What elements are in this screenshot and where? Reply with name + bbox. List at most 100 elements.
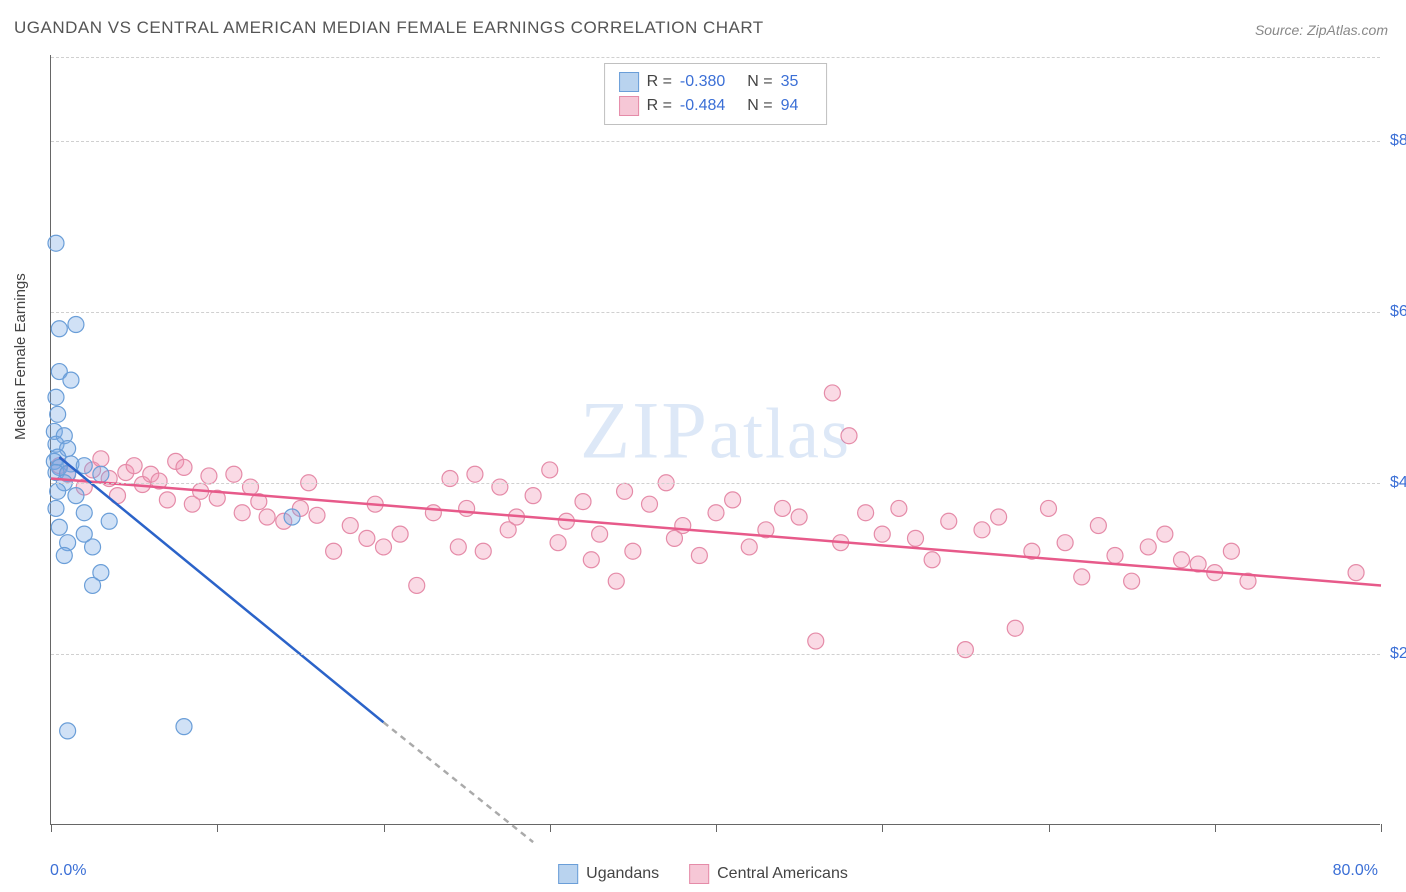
data-point (1157, 526, 1173, 542)
data-point (48, 235, 64, 251)
data-point (550, 535, 566, 551)
data-point (691, 548, 707, 564)
data-point (68, 317, 84, 333)
scatter-plot-svg (51, 55, 1380, 824)
data-point (1140, 539, 1156, 555)
data-point (176, 719, 192, 735)
data-point (459, 500, 475, 516)
data-point (808, 633, 824, 649)
data-point (1007, 620, 1023, 636)
r-value-ugandans: -0.380 (680, 73, 725, 91)
data-point (425, 505, 441, 521)
data-point (542, 462, 558, 478)
data-point (85, 539, 101, 555)
legend-item-central: Central Americans (689, 864, 848, 884)
y-tick-label: $40,000 (1390, 474, 1406, 492)
x-tick (716, 824, 717, 832)
data-point (1041, 500, 1057, 516)
data-point (974, 522, 990, 538)
grid-line (51, 483, 1380, 484)
legend-bottom: Ugandans Central Americans (558, 864, 848, 884)
chart-container: UGANDAN VS CENTRAL AMERICAN MEDIAN FEMAL… (0, 0, 1406, 892)
legend-stats-row-ugandans: R = -0.380 N = 35 (619, 70, 813, 94)
data-point (991, 509, 1007, 525)
data-point (201, 468, 217, 484)
data-point (259, 509, 275, 525)
data-point (775, 500, 791, 516)
data-point (675, 518, 691, 534)
data-point (85, 577, 101, 593)
data-point (51, 321, 67, 337)
data-point (1090, 518, 1106, 534)
x-tick (51, 824, 52, 832)
data-point (874, 526, 890, 542)
data-point (126, 458, 142, 474)
y-tick-label: $80,000 (1390, 132, 1406, 150)
data-point (475, 543, 491, 559)
data-point (1124, 573, 1140, 589)
data-point (824, 385, 840, 401)
swatch-central-icon (689, 864, 709, 884)
data-point (617, 483, 633, 499)
data-point (359, 530, 375, 546)
x-tick (384, 824, 385, 832)
data-point (1107, 548, 1123, 564)
data-point (583, 552, 599, 568)
data-point (234, 505, 250, 521)
data-point (924, 552, 940, 568)
grid-line (51, 57, 1380, 58)
data-point (841, 428, 857, 444)
data-point (791, 509, 807, 525)
n-label: N = (747, 73, 772, 91)
data-point (176, 459, 192, 475)
legend-stats-box: R = -0.380 N = 35 R = -0.484 N = 94 (604, 63, 828, 125)
data-point (450, 539, 466, 555)
data-point (625, 543, 641, 559)
data-point (342, 518, 358, 534)
x-tick (550, 824, 551, 832)
n-value-central: 94 (781, 97, 799, 115)
trend-line (384, 722, 534, 842)
swatch-central-icon (619, 96, 639, 116)
data-point (467, 466, 483, 482)
y-tick-label: $20,000 (1390, 645, 1406, 663)
n-value-ugandans: 35 (781, 73, 799, 91)
data-point (442, 471, 458, 487)
data-point (48, 500, 64, 516)
data-point (226, 466, 242, 482)
data-point (159, 492, 175, 508)
x-tick (882, 824, 883, 832)
data-point (608, 573, 624, 589)
data-point (1348, 565, 1364, 581)
legend-label-central: Central Americans (717, 865, 848, 883)
data-point (957, 642, 973, 658)
r-label: R = (647, 73, 672, 91)
data-point (409, 577, 425, 593)
data-point (56, 548, 72, 564)
data-point (592, 526, 608, 542)
x-tick (1215, 824, 1216, 832)
data-point (76, 505, 92, 521)
y-axis-title: Median Female Earnings (12, 273, 29, 440)
data-point (891, 500, 907, 516)
data-point (525, 488, 541, 504)
plot-area: ZIPatlas R = -0.380 N = 35 R = -0.484 N … (50, 55, 1380, 825)
data-point (1174, 552, 1190, 568)
y-tick-label: $60,000 (1390, 303, 1406, 321)
legend-label-ugandans: Ugandans (586, 865, 659, 883)
data-point (50, 406, 66, 422)
data-point (326, 543, 342, 559)
data-point (1074, 569, 1090, 585)
source-attribution: Source: ZipAtlas.com (1255, 22, 1388, 38)
data-point (93, 451, 109, 467)
data-point (48, 389, 64, 405)
r-label: R = (647, 97, 672, 115)
data-point (50, 483, 66, 499)
data-point (392, 526, 408, 542)
n-label: N = (747, 97, 772, 115)
data-point (741, 539, 757, 555)
swatch-ugandans-icon (558, 864, 578, 884)
legend-stats-row-central: R = -0.484 N = 94 (619, 94, 813, 118)
data-point (725, 492, 741, 508)
data-point (492, 479, 508, 495)
